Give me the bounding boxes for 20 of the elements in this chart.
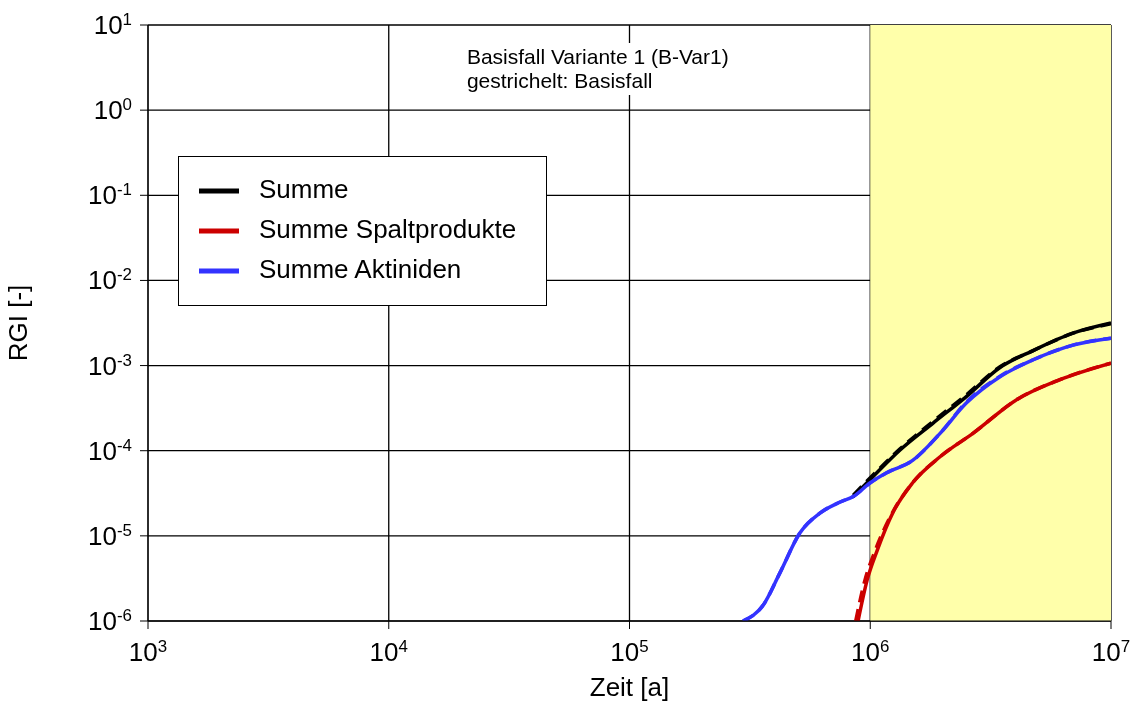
legend-label: Summe Aktiniden xyxy=(259,253,462,284)
annotation: Basisfall Variante 1 (B-Var1) xyxy=(466,45,729,69)
legend-label: Summe Spaltprodukte xyxy=(259,213,517,244)
x-tick-label: 10$^{7}$ xyxy=(1091,636,1131,667)
x-tick-label: 10$^{3}$ xyxy=(128,636,168,667)
legend-label: Summe xyxy=(259,173,349,204)
x-tick-label: 10$^{6}$ xyxy=(851,636,890,667)
x-tick-label: 10$^{5}$ xyxy=(610,636,649,667)
y-tick-label: 10$^{-3}$ xyxy=(88,350,132,381)
x-axis-title: Zeit [a] xyxy=(589,672,670,702)
y-axis-title: RGI [-] xyxy=(3,284,34,362)
x-tick-label: 10$^{4}$ xyxy=(369,636,408,667)
y-tick-label: 10$^{-4}$ xyxy=(88,435,132,466)
annotation: gestrichelt: Basisfall xyxy=(466,69,654,93)
y-tick-label: 10$^{-2}$ xyxy=(88,264,132,296)
y-tick-label: 10$^{-5}$ xyxy=(88,520,132,551)
y-tick-label: 10$^{-1}$ xyxy=(88,179,132,211)
y-tick-label: 10$^{-6}$ xyxy=(88,605,132,636)
y-tick-label: 10$^{1}$ xyxy=(93,9,132,40)
y-tick-label: 10$^{0}$ xyxy=(93,94,132,126)
